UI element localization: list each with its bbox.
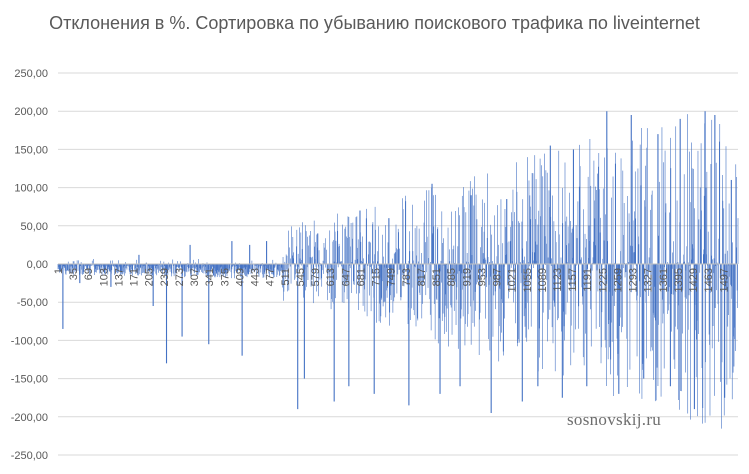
x-tick-label: 749	[386, 268, 398, 286]
x-tick-label: 239	[159, 268, 171, 286]
x-tick-label: 613	[325, 268, 337, 286]
x-tick-label: 1429	[688, 268, 700, 292]
x-tick-label: 817	[416, 268, 428, 286]
x-tick-label: 1463	[703, 268, 715, 292]
x-tick-label: 987	[492, 268, 504, 286]
y-tick-label: 50,00	[20, 221, 48, 233]
x-tick-label: 1293	[628, 268, 640, 292]
x-tick-label: 1259	[612, 268, 624, 292]
x-tick-label: 205	[144, 268, 156, 286]
x-tick-label: 715	[371, 268, 383, 286]
x-tick-label: 919	[461, 268, 473, 286]
x-tick-label: 851	[431, 268, 443, 286]
x-tick-label: 273	[174, 268, 186, 286]
y-axis-ticks: 250,00 200,00 150,00 100,00 50,00 0,00 -50,00 -…	[11, 68, 48, 462]
chart-title: Отклонения в %. Сортировка по убыванию п…	[49, 13, 700, 33]
x-tick-label: 443	[250, 268, 262, 286]
x-tick-label: 103	[98, 268, 110, 286]
x-tick-label: 137	[113, 268, 125, 286]
x-tick-label: 1225	[597, 268, 609, 292]
x-tick-label: 171	[129, 268, 141, 286]
y-tick-label: 0,00	[27, 259, 48, 271]
x-tick-label: 579	[310, 268, 322, 286]
y-tick-label: -150,00	[11, 374, 48, 386]
x-tick-label: 341	[204, 268, 216, 286]
x-tick-label: 545	[295, 268, 307, 286]
x-tick-label: 681	[355, 268, 367, 286]
watermark: sosnovskij.ru	[567, 410, 662, 429]
x-tick-label: 69	[83, 268, 95, 280]
x-axis: 1 35 69 103 137 171 205 239 273 307 341 375 409 443 47…	[53, 263, 738, 292]
y-tick-label: -100,00	[11, 335, 48, 347]
gridlines	[58, 72, 738, 456]
x-tick-label: 35	[68, 268, 80, 280]
x-tick-label: 1497	[718, 268, 730, 292]
x-tick-label: 1	[53, 268, 65, 274]
y-tick-label: -200,00	[11, 412, 48, 424]
x-tick-label: 511	[280, 268, 292, 286]
y-tick-label: 250,00	[14, 68, 48, 80]
x-tick-label: 647	[340, 268, 352, 286]
x-tick-label: 477	[265, 268, 277, 286]
bar-series	[57, 111, 739, 429]
x-tick-label: 1361	[658, 268, 670, 292]
x-tick-label: 1089	[537, 268, 549, 292]
y-tick-label: 100,00	[14, 183, 48, 195]
x-tick-label: 1395	[673, 268, 685, 292]
y-tick-label: 150,00	[14, 144, 48, 156]
x-tick-label: 1191	[582, 268, 594, 292]
y-tick-label: 200,00	[14, 106, 48, 118]
x-tick-label: 1157	[567, 268, 579, 292]
x-tick-label: 953	[476, 268, 488, 286]
x-tick-label: 783	[401, 268, 413, 286]
x-tick-label: 375	[219, 268, 231, 286]
x-tick-label: 307	[189, 268, 201, 286]
x-tick-label: 409	[234, 268, 246, 286]
x-tick-label: 885	[446, 268, 458, 286]
y-tick-label: -50,00	[17, 297, 48, 309]
x-tick-label: 1327	[643, 268, 655, 292]
x-tick-label: 1021	[507, 268, 519, 292]
x-tick-label: 1055	[522, 268, 534, 292]
y-tick-label: -250,00	[11, 450, 48, 462]
x-tick-label: 1123	[552, 268, 564, 292]
